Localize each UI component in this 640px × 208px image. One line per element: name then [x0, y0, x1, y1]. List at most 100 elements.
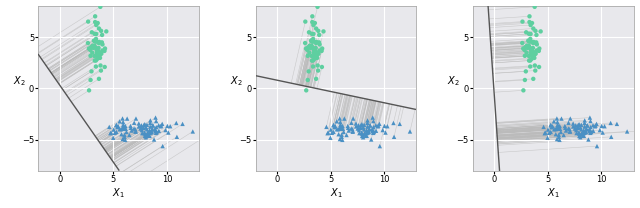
- Point: [115, 120, 125, 123]
- Point: [143, 131, 153, 135]
- Point: [313, 29, 323, 32]
- Point: [137, 129, 147, 132]
- Point: [524, 20, 534, 24]
- Point: [527, 41, 538, 44]
- Point: [311, 41, 321, 45]
- Point: [307, 40, 317, 43]
- Point: [171, 121, 181, 125]
- Point: [598, 131, 608, 134]
- Point: [92, 49, 102, 52]
- Point: [301, 89, 311, 92]
- Point: [140, 134, 150, 137]
- Point: [526, 51, 536, 55]
- Point: [97, 43, 108, 46]
- Point: [517, 20, 527, 23]
- Point: [108, 136, 118, 139]
- Point: [145, 125, 156, 128]
- Point: [600, 125, 610, 128]
- Point: [337, 124, 348, 128]
- Point: [591, 124, 601, 127]
- Point: [314, 33, 324, 37]
- Point: [523, 39, 533, 42]
- Point: [524, 54, 534, 58]
- Point: [332, 120, 342, 123]
- Point: [309, 51, 319, 55]
- Point: [579, 131, 589, 135]
- Point: [362, 129, 372, 132]
- Point: [120, 124, 131, 128]
- Point: [353, 127, 363, 130]
- Y-axis label: $X_2$: $X_2$: [447, 75, 460, 88]
- Point: [336, 126, 346, 130]
- Point: [157, 122, 167, 125]
- Point: [312, 53, 322, 57]
- Point: [140, 131, 150, 134]
- Point: [127, 129, 137, 132]
- Point: [302, 48, 312, 52]
- Point: [579, 131, 589, 134]
- Point: [97, 41, 107, 44]
- Point: [311, 27, 321, 30]
- Point: [148, 124, 158, 127]
- Point: [622, 130, 632, 133]
- Point: [362, 121, 372, 125]
- Point: [144, 131, 154, 135]
- Point: [522, 44, 532, 48]
- Point: [140, 134, 150, 138]
- Point: [93, 53, 103, 56]
- Point: [300, 20, 310, 23]
- Point: [150, 128, 161, 131]
- Point: [365, 124, 375, 127]
- Point: [105, 132, 115, 135]
- Point: [99, 49, 109, 53]
- Point: [372, 125, 383, 128]
- Point: [524, 45, 534, 48]
- Point: [380, 124, 390, 128]
- Point: [369, 130, 379, 134]
- Point: [575, 136, 586, 139]
- Point: [111, 123, 122, 127]
- Point: [364, 130, 374, 134]
- Point: [94, 51, 104, 54]
- Point: [161, 128, 171, 132]
- Point: [101, 30, 111, 33]
- Point: [339, 117, 349, 120]
- Point: [146, 129, 156, 132]
- Point: [550, 132, 561, 136]
- Point: [580, 131, 591, 134]
- Point: [305, 51, 315, 54]
- Point: [130, 128, 140, 131]
- Point: [90, 54, 100, 58]
- Point: [389, 135, 399, 139]
- Point: [94, 27, 104, 30]
- Point: [586, 125, 596, 129]
- Point: [560, 124, 570, 128]
- Point: [584, 130, 595, 133]
- Point: [335, 137, 345, 141]
- Point: [555, 127, 565, 130]
- Point: [117, 117, 127, 120]
- Point: [90, 40, 100, 43]
- Point: [131, 130, 141, 133]
- Point: [109, 128, 119, 131]
- Point: [582, 124, 592, 127]
- Point: [311, 40, 321, 44]
- Point: [574, 123, 584, 126]
- Point: [328, 123, 339, 127]
- Point: [106, 131, 116, 134]
- Point: [547, 125, 557, 128]
- Point: [522, 51, 532, 54]
- Point: [552, 123, 563, 126]
- Point: [395, 122, 405, 126]
- Point: [585, 116, 595, 119]
- Point: [151, 131, 161, 135]
- Point: [209, 129, 220, 132]
- Point: [156, 125, 166, 128]
- Point: [343, 126, 353, 129]
- Point: [137, 131, 147, 135]
- Point: [152, 130, 162, 134]
- Point: [348, 129, 358, 133]
- X-axis label: $X_1$: $X_1$: [547, 187, 559, 200]
- Point: [85, 54, 95, 57]
- Point: [374, 122, 385, 125]
